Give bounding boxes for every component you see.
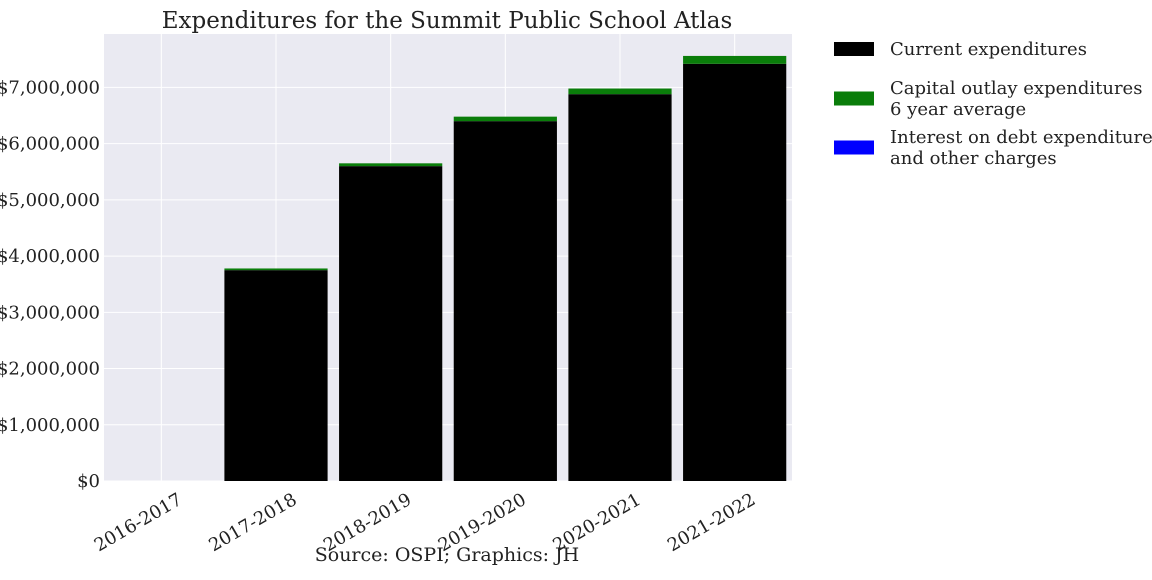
legend-label: Interest on debt expenditures — [890, 127, 1152, 148]
y-tick-label: $6,000,000 — [0, 134, 100, 155]
x-tick-label: 2017-2018 — [205, 489, 300, 556]
legend-swatch — [834, 91, 874, 106]
legend-label: Current expenditures — [890, 39, 1087, 60]
bar-2020-2021-series-0 — [568, 94, 672, 481]
bar-2017-2018-series-0 — [224, 270, 328, 481]
y-tick-label: $0 — [77, 471, 100, 492]
source-note: Source: OSPI; Graphics: JH — [315, 544, 580, 566]
bar-2017-2018-series-1 — [224, 268, 328, 271]
y-tick-label: $5,000,000 — [0, 190, 100, 211]
legend-label: 6 year average — [890, 99, 1026, 120]
y-tick-label: $3,000,000 — [0, 302, 100, 323]
legend-label: and other charges — [890, 148, 1057, 169]
bar-2019-2020-series-1 — [453, 116, 557, 122]
bar-2021-2022-series-1 — [683, 55, 787, 64]
legend-swatch — [834, 140, 874, 155]
y-tick-label: $7,000,000 — [0, 77, 100, 98]
y-tick-label: $1,000,000 — [0, 415, 100, 436]
bar-2020-2021-series-1 — [568, 88, 672, 95]
bar-2021-2022-series-0 — [683, 63, 787, 482]
y-tick-label: $4,000,000 — [0, 246, 100, 267]
plot-area — [104, 34, 792, 481]
bars — [224, 55, 787, 482]
chart-title: Expenditures for the Summit Public Schoo… — [162, 8, 733, 34]
legend-label: Capital outlay expenditures — [890, 78, 1142, 99]
bar-2018-2019-series-1 — [339, 163, 443, 167]
bar-2019-2020-series-0 — [453, 121, 557, 481]
x-tick-label: 2021-2022 — [664, 489, 759, 556]
y-axis: $0 $1,000,000 $2,000,000 $3,000,000 $4,000,0… — [0, 77, 100, 492]
legend: Current expenditures Capital outlay expen… — [834, 39, 1152, 169]
bar-2018-2019-series-0 — [339, 166, 443, 481]
x-tick-label: 2016-2017 — [91, 489, 186, 556]
legend-swatch — [834, 42, 874, 56]
y-tick-label: $2,000,000 — [0, 359, 100, 380]
